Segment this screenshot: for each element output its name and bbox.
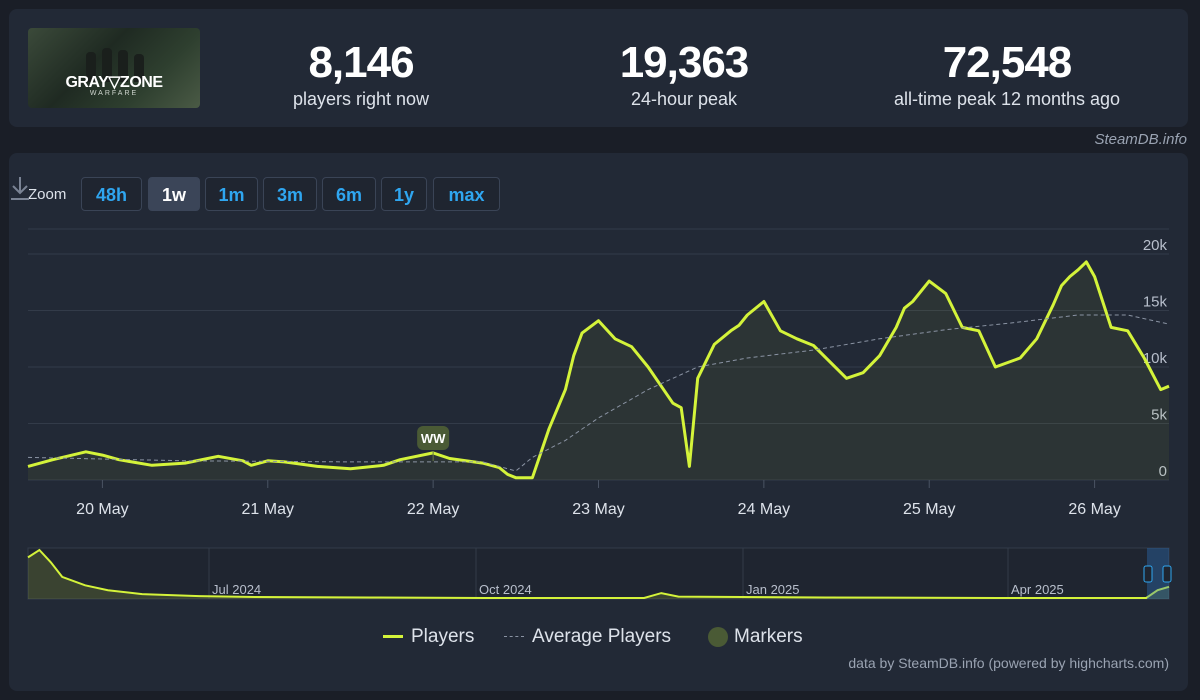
- legend-average-label: Average Players: [532, 626, 672, 647]
- zoom-6m-button[interactable]: 6m: [322, 177, 376, 211]
- stats-panel: GRAY▽ZONE WARFARE 8,146 players right no…: [9, 9, 1188, 127]
- average-series-line: [27, 314, 1170, 472]
- game-logo-subtitle: WARFARE: [89, 90, 139, 97]
- legend-item-markers[interactable]: Markers: [708, 625, 803, 649]
- x-tick-label: 24 May: [738, 501, 790, 518]
- navigator-label: Jan 2025: [746, 582, 800, 597]
- players-area: [28, 261, 1169, 480]
- chart-panel: Zoom 48h 1w 1m 3m 6m 1y max 0 5k 10k 15k 20k…: [9, 153, 1188, 691]
- stat-current-players: 8,146 players right now: [271, 9, 451, 110]
- download-icon[interactable]: [9, 175, 31, 201]
- legend-item-average[interactable]: Average Players: [504, 625, 671, 649]
- players-line-icon: [383, 635, 403, 639]
- x-tick-label: 22 May: [407, 501, 459, 518]
- navigator-label: Oct 2024: [479, 582, 532, 597]
- navigator-label: Apr 2025: [1011, 582, 1064, 597]
- zoom-1w-button[interactable]: 1w: [148, 177, 200, 211]
- x-tick-label: 26 May: [1068, 501, 1120, 518]
- y-tick-label: 15k: [1143, 294, 1168, 311]
- stat-24h-peak: 19,363 24-hour peak: [594, 9, 774, 110]
- zoom-max-button[interactable]: max: [433, 177, 500, 211]
- zoom-label: Zoom: [28, 186, 67, 203]
- stat-alltime-value: 72,548: [942, 38, 1073, 87]
- navigator-background: [27, 547, 1170, 600]
- zoom-3m-button[interactable]: 3m: [263, 177, 317, 211]
- highcharts-credit[interactable]: data by SteamDB.info (powered by highcha…: [848, 655, 1169, 671]
- navigator-selection: [1147, 548, 1169, 599]
- stat-alltime-peak: 72,548 all-time peak 12 months ago: [867, 9, 1147, 110]
- player-chart[interactable]: 0 5k 10k 15k 20k 20 May 21 May 22 May 23 May 24 M…: [9, 153, 1188, 613]
- ww-marker: [417, 426, 450, 450]
- game-thumbnail[interactable]: GRAY▽ZONE WARFARE: [28, 28, 200, 108]
- navigator-line: [27, 548, 1170, 599]
- marker-dot-icon: [708, 626, 728, 647]
- stat-24h-value: 19,363: [619, 38, 750, 87]
- x-tick-label: 25 May: [903, 501, 955, 518]
- legend-markers-label: Markers: [734, 626, 803, 647]
- navigator-label: Jul 2024: [212, 582, 261, 597]
- y-tick-label: 20k: [1143, 237, 1168, 254]
- x-tick-label: 20 May: [76, 501, 128, 518]
- steamdb-credit[interactable]: SteamDB.info: [1094, 131, 1187, 148]
- zoom-1m-button[interactable]: 1m: [205, 177, 258, 211]
- chart-legend: Players Average Players Markers: [9, 625, 1188, 651]
- stat-current-label: players right now: [292, 89, 430, 109]
- zoom-1y-button[interactable]: 1y: [381, 177, 427, 211]
- legend-item-players[interactable]: Players: [383, 625, 474, 649]
- legend-players-label: Players: [411, 626, 475, 647]
- average-dash-icon: [504, 636, 524, 638]
- y-tick-label: 5k: [1151, 407, 1167, 424]
- stat-current-value: 8,146: [308, 38, 414, 87]
- game-logo-title: GRAY▽ZONE: [65, 74, 163, 91]
- navigator-left-handle: [1143, 565, 1153, 583]
- ww-marker-label: WW: [421, 431, 446, 446]
- navigator-right-handle: [1162, 565, 1172, 583]
- stat-alltime-label: all-time peak 12 months ago: [893, 89, 1121, 109]
- x-tick-label: 21 May: [242, 501, 294, 518]
- y-tick-label: 0: [1159, 463, 1167, 480]
- x-tick-label: 23 May: [572, 501, 624, 518]
- y-tick-label: 10k: [1143, 350, 1168, 367]
- players-series-line: [27, 260, 1170, 480]
- stat-24h-label: 24-hour peak: [630, 89, 738, 109]
- zoom-48h-button[interactable]: 48h: [81, 177, 142, 211]
